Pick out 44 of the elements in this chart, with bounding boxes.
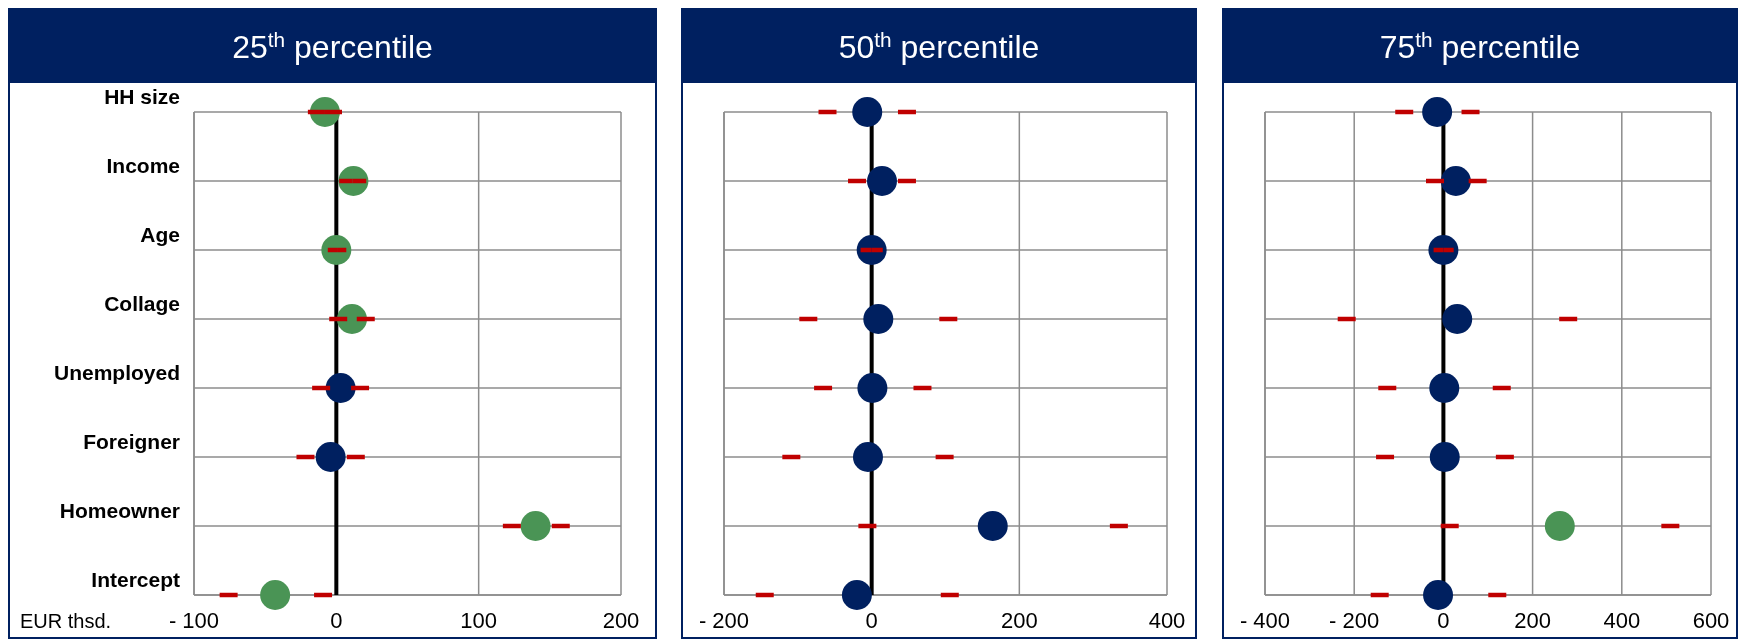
x-tick-label: 400 (1603, 608, 1641, 633)
y-tick-label: Unemployed (53, 361, 180, 384)
x-tick-label: 200 (1000, 608, 1038, 633)
x-tick-label: 200 (1514, 608, 1551, 633)
point (325, 373, 356, 403)
x-tick-label: - 200 (698, 608, 750, 633)
point (1422, 97, 1453, 127)
y-tick-label: Intercept (91, 568, 181, 591)
point (867, 166, 897, 196)
point (1442, 304, 1473, 334)
x-tick-label: 100 (460, 608, 498, 633)
x-tick-label: - 200 (1329, 608, 1380, 633)
x-tick-label: 400 (1148, 608, 1186, 633)
point (1440, 166, 1471, 196)
chart-title: 50$^{th}$ percentile (838, 27, 1040, 65)
point (260, 580, 291, 610)
point (1429, 373, 1460, 403)
point (977, 511, 1008, 541)
point (863, 304, 894, 334)
y-tick-label: HH size (104, 85, 180, 108)
point (1423, 580, 1454, 610)
point (841, 580, 872, 610)
y-tick-label: Foreigner (83, 430, 180, 453)
chart-title: 75$^{th}$ percentile (1379, 27, 1581, 65)
point (315, 442, 346, 472)
y-tick-label: Collage (104, 292, 180, 315)
point (1544, 511, 1575, 541)
x-tick-label: 200 (602, 608, 640, 633)
y-tick-label: Homeowner (59, 499, 180, 522)
x-tick-label: - 100 (168, 608, 220, 633)
point (520, 511, 551, 541)
x-tick-label: - 400 (1239, 608, 1291, 633)
x-tick-label: 0 (330, 608, 343, 633)
point (852, 442, 883, 472)
x-axis-title: EUR thsd. (20, 610, 112, 632)
y-tick-label: Age (140, 223, 180, 246)
point (852, 97, 883, 127)
chart-title: 25$^{th}$ percentile (232, 27, 433, 65)
x-tick-label: 0 (1437, 608, 1450, 633)
point (1429, 442, 1460, 472)
y-tick-label: Income (106, 154, 180, 177)
x-tick-label: 600 (1692, 608, 1730, 633)
point (857, 373, 888, 403)
x-tick-label: 0 (865, 608, 878, 633)
